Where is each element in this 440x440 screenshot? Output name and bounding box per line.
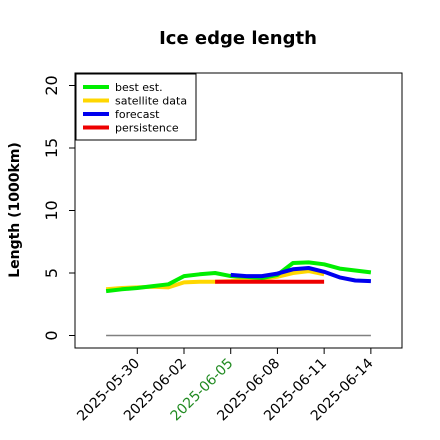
y-tick-label: 15: [42, 138, 61, 158]
legend-label: best est.: [115, 81, 163, 94]
legend: best est.satellite dataforecastpersisten…: [75, 73, 197, 141]
y-tick-label: 20: [42, 75, 61, 95]
y-axis-label: Length (1000km): [7, 142, 23, 278]
legend-label: persistence: [115, 122, 179, 135]
y-tick-label: 0: [42, 330, 61, 340]
legend-label: forecast: [115, 108, 160, 121]
series-line-forecast: [230, 266, 371, 284]
y-tick-label: 10: [42, 200, 61, 220]
chart-title: Ice edge length: [159, 28, 317, 49]
legend-label: satellite data: [115, 95, 187, 108]
series-layer: [105, 260, 372, 337]
y-tick-label: 5: [42, 268, 61, 278]
